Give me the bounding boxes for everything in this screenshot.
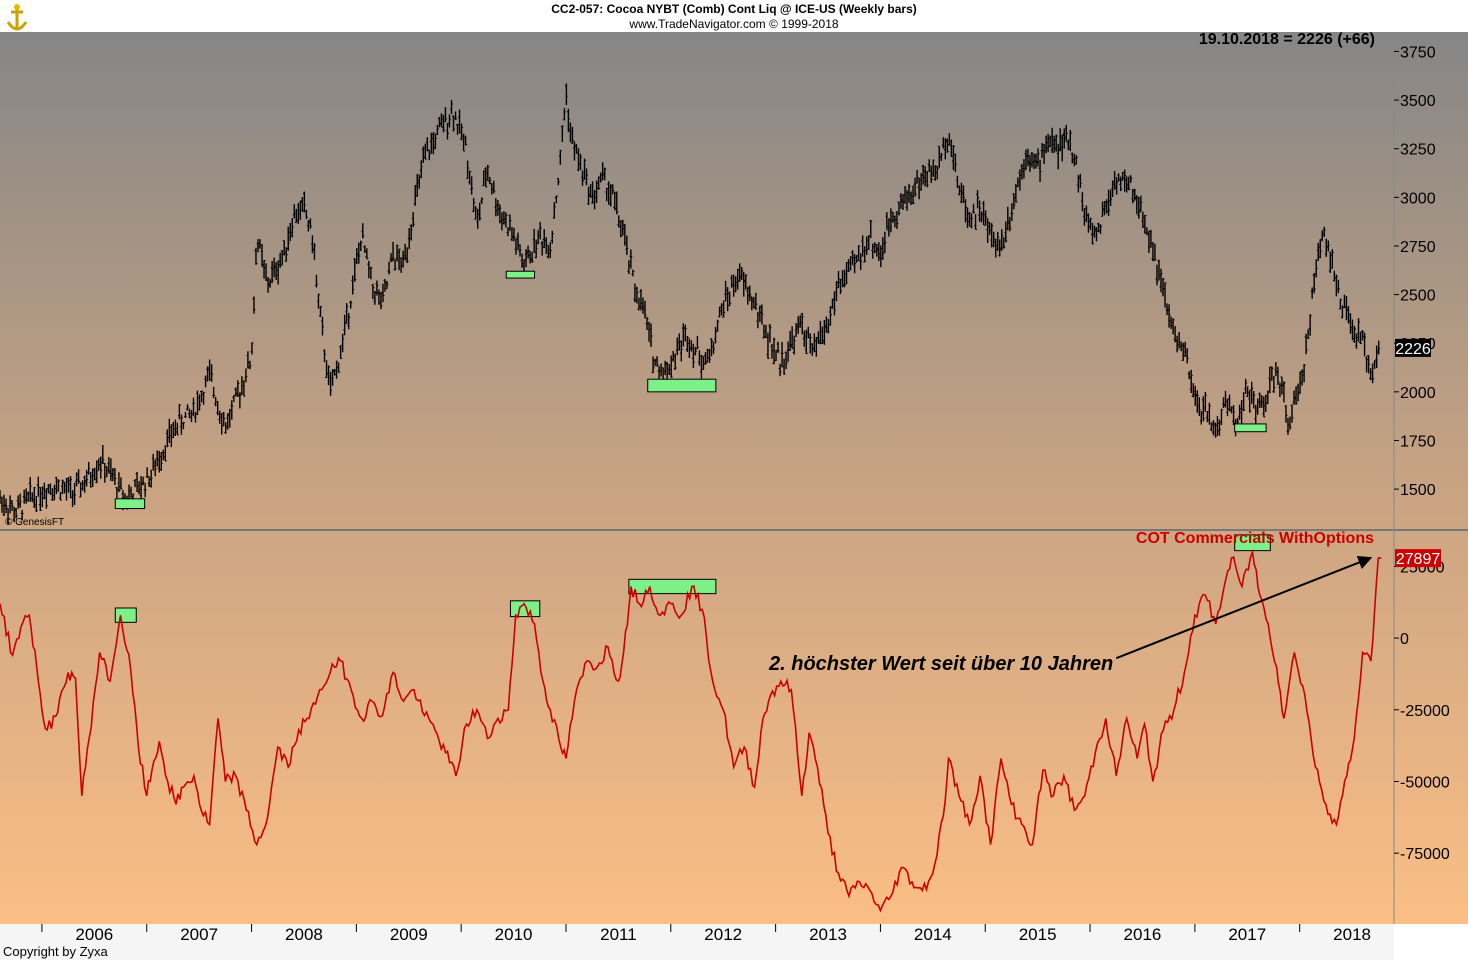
cot-y-tick-label: -25000 xyxy=(1400,703,1450,720)
x-tick-label: 2009 xyxy=(390,925,428,944)
cot-y-tick-label: -75000 xyxy=(1400,846,1450,863)
annotation-arrow xyxy=(1115,555,1373,660)
price-y-tick-label: 3000 xyxy=(1400,190,1436,207)
price-last-value: 2226 xyxy=(1395,341,1431,358)
cot-last-value-marker: 27897 xyxy=(1395,549,1441,568)
x-tick-label: 2018 xyxy=(1333,925,1371,944)
x-tick-label: 2011 xyxy=(600,925,637,944)
chart-title: CC2-057: Cocoa NYBT (Comb) Cont Liq @ IC… xyxy=(551,2,917,16)
cot-last-value: 27897 xyxy=(1396,551,1441,568)
x-tick-label: 2006 xyxy=(75,925,113,944)
price-y-tick-label: 2000 xyxy=(1400,385,1436,402)
price-y-tick-label: 2500 xyxy=(1400,288,1436,305)
x-axis: 2006 2007 2008 2009 2010 2011 2012 2013 2014 2015… xyxy=(41,924,1371,944)
copyright: Copyright by Zyxa xyxy=(3,944,108,959)
x-tick-label: 2017 xyxy=(1228,925,1266,944)
price-last-value-marker: 2226 xyxy=(1395,338,1431,358)
plot-background xyxy=(0,32,1394,924)
cot-y-tick-label: 0 xyxy=(1400,631,1409,648)
x-tick-label: 2015 xyxy=(1019,925,1057,944)
x-axis-strip xyxy=(0,924,1394,960)
chart-source: www.TradeNavigator.com © 1999-2018 xyxy=(629,17,839,31)
cot-highlight-box xyxy=(509,600,541,618)
price-y-tick-label: 3500 xyxy=(1400,93,1436,110)
price-bars xyxy=(0,83,1381,525)
x-tick-label: 2010 xyxy=(495,925,533,944)
price-y-tick-label: 1500 xyxy=(1400,482,1436,499)
price-y-tick-label: 1750 xyxy=(1400,433,1436,450)
cot-panel-title: COT Commercials WithOptions xyxy=(1135,530,1374,547)
x-tick-label: 2012 xyxy=(704,925,742,944)
price-highlight-box xyxy=(114,498,146,510)
price-highlight-box xyxy=(505,270,536,279)
price-y-tick-label: 2750 xyxy=(1400,239,1436,256)
x-tick-label: 2013 xyxy=(809,925,847,944)
x-tick-label: 2008 xyxy=(285,925,323,944)
axis-background xyxy=(1394,32,1468,924)
last-quote: 19.10.2018 = 2226 (+66) xyxy=(1198,31,1375,48)
x-tick-label: 2007 xyxy=(180,925,218,944)
cot-series-line xyxy=(0,548,1382,913)
price-y-tick-label: 3250 xyxy=(1400,142,1436,159)
logo-icon xyxy=(6,4,28,31)
price-highlight-boxes xyxy=(114,270,1267,510)
annotation-text: 2. höchster Wert seit über 10 Jahren xyxy=(769,653,1114,675)
cot-y-tick-label: -50000 xyxy=(1400,774,1450,791)
x-tick-label: 2016 xyxy=(1124,925,1162,944)
x-tick-label: 2014 xyxy=(914,925,952,944)
source-mark: © GenesisFT xyxy=(5,517,65,528)
cot-highlight-box xyxy=(114,607,137,623)
price-highlight-box xyxy=(1234,423,1267,433)
cot-highlight-box xyxy=(628,578,717,595)
price-y-tick-label: 3750 xyxy=(1400,44,1436,61)
price-highlight-box xyxy=(647,378,717,393)
